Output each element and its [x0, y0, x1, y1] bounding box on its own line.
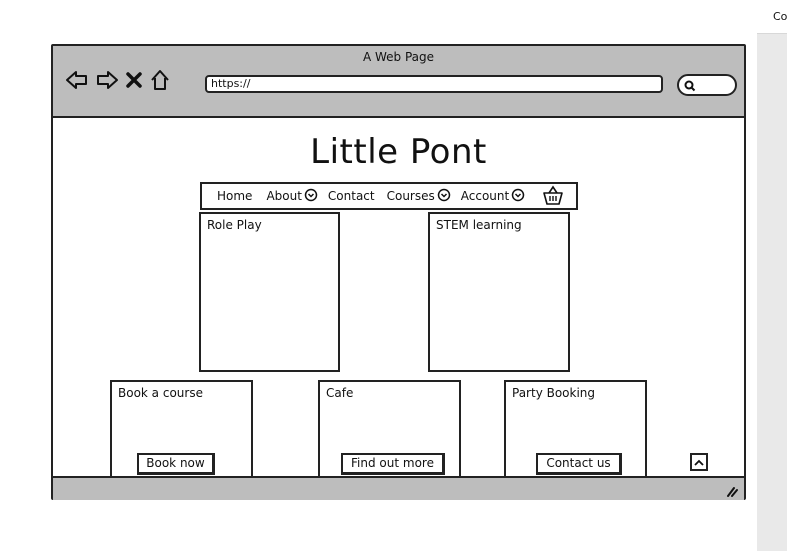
side-panel-body — [757, 34, 787, 551]
menu-contact[interactable]: Contact — [328, 189, 375, 203]
window-title: A Web Page — [362, 50, 435, 64]
card-book-a-course: Book a course Book now — [110, 380, 253, 476]
stop-icon[interactable] — [125, 70, 143, 90]
nav-buttons — [65, 66, 171, 94]
resize-handle-icon[interactable] — [724, 482, 738, 501]
menu-account[interactable]: Account — [461, 188, 525, 205]
card-stem-learning[interactable]: STEM learning — [428, 212, 570, 372]
basket-icon[interactable] — [541, 184, 565, 208]
chevron-down-icon — [511, 188, 525, 205]
chevron-up-icon — [694, 459, 704, 466]
menu-about-label: About — [266, 189, 302, 203]
browser-titlebar: A Web Page https:// — [53, 46, 744, 118]
url-text: https:// — [211, 77, 251, 90]
back-icon[interactable] — [65, 69, 89, 91]
chevron-down-icon — [304, 188, 318, 205]
forward-icon[interactable] — [95, 69, 119, 91]
menu-courses[interactable]: Courses — [387, 188, 451, 205]
home-icon[interactable] — [149, 68, 171, 92]
book-now-button[interactable]: Book now — [137, 453, 215, 475]
side-panel-header: Co — [757, 0, 787, 34]
side-panel: Co — [757, 0, 787, 551]
menu-home[interactable]: Home — [217, 189, 252, 203]
menu-account-label: Account — [460, 189, 510, 203]
card-title: Book a course — [118, 386, 203, 400]
find-out-more-button[interactable]: Find out more — [341, 453, 445, 475]
card-role-play[interactable]: Role Play — [199, 212, 340, 372]
card-cafe: Cafe Find out more — [318, 380, 461, 476]
search-button[interactable] — [677, 74, 737, 96]
card-title: STEM learning — [436, 218, 522, 232]
card-title: Cafe — [326, 386, 354, 400]
chevron-down-icon — [437, 188, 451, 205]
menu-home-label: Home — [217, 189, 253, 203]
contact-us-button[interactable]: Contact us — [536, 453, 622, 475]
menu-courses-label: Courses — [386, 189, 435, 203]
browser-window: A Web Page https:// Little Pont — [51, 44, 746, 500]
browser-statusbar — [53, 476, 744, 500]
menu-contact-label: Contact — [327, 189, 375, 203]
card-title: Role Play — [207, 218, 262, 232]
main-menu: Home About Contact Courses Account — [200, 182, 578, 210]
scroll-to-top-button[interactable] — [690, 453, 708, 471]
search-icon — [683, 78, 697, 97]
card-party-booking: Party Booking Contact us — [504, 380, 647, 476]
url-input[interactable]: https:// — [205, 75, 663, 93]
site-title: Little Pont — [310, 132, 487, 172]
menu-about[interactable]: About — [266, 188, 318, 205]
page-content: Little Pont Home About Contact Courses — [53, 118, 744, 476]
card-title: Party Booking — [512, 386, 596, 400]
